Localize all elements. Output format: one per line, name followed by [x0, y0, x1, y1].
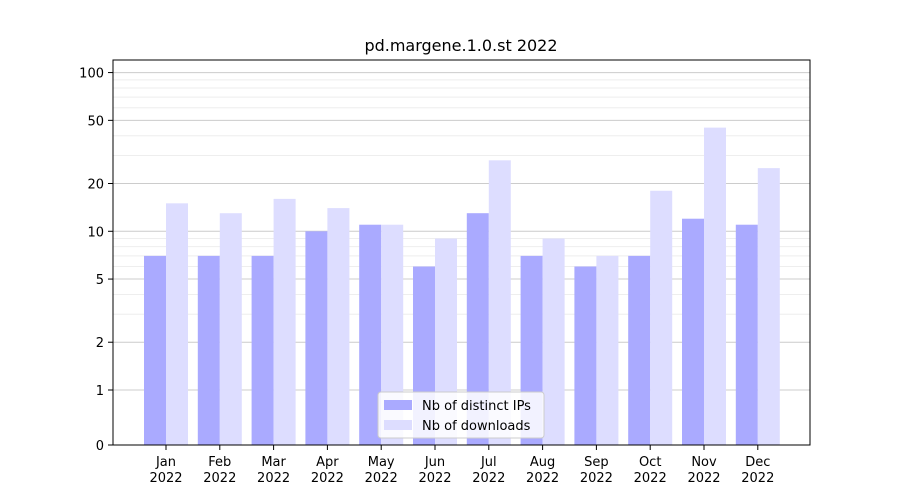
bar	[251, 255, 274, 445]
bars	[144, 127, 780, 446]
bar	[166, 203, 188, 445]
bar	[359, 224, 382, 445]
y-tick-label: 5	[96, 273, 104, 288]
bar	[757, 168, 780, 446]
y-tick-label: 1	[96, 384, 104, 399]
y-tick-label: 0	[96, 439, 104, 454]
legend-label: Nb of distinct IPs	[422, 399, 531, 414]
chart-title: pd.margene.1.0.st 2022	[364, 36, 557, 55]
bar	[381, 224, 404, 445]
x-tick-label: Jul 2022	[472, 455, 505, 486]
bar	[682, 218, 704, 445]
legend-label: Nb of downloads	[422, 419, 531, 434]
y-tick-label: 20	[87, 178, 104, 193]
y-tick-label: 100	[79, 67, 104, 82]
x-tick-label: Oct 2022	[634, 455, 667, 486]
bar	[650, 190, 673, 445]
bar	[596, 255, 619, 445]
bar	[144, 255, 166, 445]
legend-swatch	[384, 400, 412, 410]
legend-box	[377, 391, 545, 439]
y-tick-label: 50	[87, 114, 104, 129]
x-tick-label: Apr 2022	[311, 455, 344, 486]
bar	[542, 238, 565, 445]
x-tick-label: Jun 2022	[418, 455, 451, 486]
x-tick-label: Aug 2022	[526, 455, 559, 486]
bar	[628, 255, 651, 445]
y-tick-label: 2	[96, 336, 104, 351]
bar	[488, 160, 511, 446]
x-tick-label: Dec 2022	[741, 455, 774, 486]
axes: 0 1 2 5 10 20 50 100 Jan 2022 Feb 2022 Mar 2022 Apr 202…	[79, 59, 811, 486]
bar	[574, 266, 597, 445]
bar	[735, 224, 758, 445]
y-tick-label: 10	[87, 225, 104, 240]
x-tick-label: Jan 2022	[149, 455, 182, 486]
x-tick-label: Nov 2022	[687, 455, 720, 486]
bar	[305, 231, 328, 445]
plot-frame	[112, 59, 811, 446]
x-tick-label: May 2022	[365, 455, 398, 486]
bar	[466, 213, 489, 445]
bar	[219, 213, 242, 445]
x-tick-label: Sep 2022	[580, 455, 613, 486]
bar	[327, 208, 350, 445]
legend: Nb of distinct IPs Nb of downloads	[377, 391, 545, 439]
legend-swatch	[384, 420, 412, 430]
x-tick-label: Feb 2022	[203, 455, 236, 486]
bar	[273, 198, 296, 445]
bar	[197, 255, 220, 445]
x-tick-label: Mar 2022	[257, 455, 290, 486]
bar	[704, 127, 726, 446]
